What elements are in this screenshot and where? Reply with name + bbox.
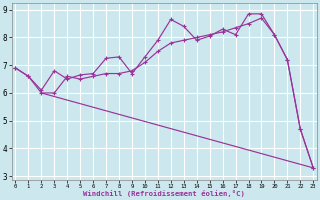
- X-axis label: Windchill (Refroidissement éolien,°C): Windchill (Refroidissement éolien,°C): [84, 190, 245, 197]
